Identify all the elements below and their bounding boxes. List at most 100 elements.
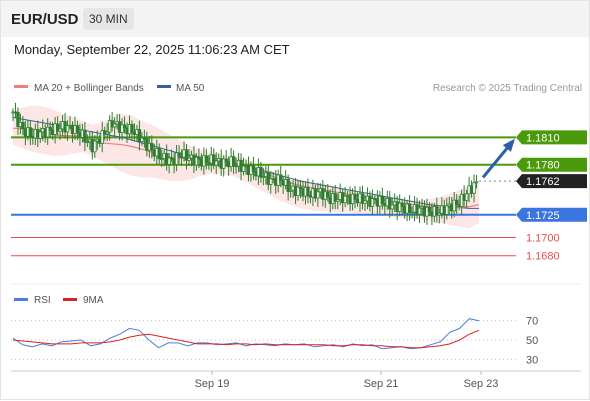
candle-body xyxy=(214,160,218,166)
candle-body xyxy=(83,129,87,143)
candle-body xyxy=(445,205,449,215)
candle-body xyxy=(410,211,414,214)
level-label: 1.1762 xyxy=(526,176,560,188)
candle-body xyxy=(204,155,209,163)
candle-body xyxy=(28,127,33,137)
candle-body xyxy=(427,206,432,213)
rsi-legend-label: RSI xyxy=(34,295,51,306)
candle-body xyxy=(336,199,340,202)
candle-body xyxy=(298,186,303,190)
level-label: 1.1780 xyxy=(526,160,560,172)
rsi-ma-line xyxy=(12,329,480,349)
candle-body xyxy=(400,202,404,207)
rsi-ma-legend-swatch xyxy=(63,298,77,301)
candle-body xyxy=(241,165,246,172)
candle-body xyxy=(130,124,134,133)
candle-body xyxy=(464,193,469,201)
rsi-legend-swatch xyxy=(14,298,28,301)
candle-body xyxy=(212,154,216,166)
candle-body xyxy=(390,204,394,210)
candle-body xyxy=(137,129,142,143)
candle-body xyxy=(177,152,181,157)
candle-body xyxy=(38,131,42,139)
time-tick-label: Sep 23 xyxy=(464,378,499,390)
level-tag-resistance xyxy=(516,130,587,145)
candle-body xyxy=(380,195,385,204)
level-label: 1.1680 xyxy=(526,251,560,263)
candle-body xyxy=(474,181,479,184)
candle-body xyxy=(259,167,263,178)
candle-body xyxy=(353,193,357,200)
candle-body xyxy=(360,193,365,204)
ma20-legend-swatch xyxy=(14,85,28,88)
ma50-legend-swatch xyxy=(157,85,171,88)
candle-body xyxy=(48,126,52,131)
credit-text: Research © 2025 Trading Central xyxy=(433,83,582,94)
candle-body xyxy=(184,149,189,161)
candle-body xyxy=(286,178,290,192)
candle-body xyxy=(221,158,226,169)
candle-body xyxy=(279,174,283,181)
candle-body xyxy=(93,140,97,153)
candle-body xyxy=(388,198,392,210)
time-tick-label: Sep 19 xyxy=(195,378,230,390)
candle-body xyxy=(306,186,310,197)
candle-body xyxy=(157,147,161,160)
timeframe-badge[interactable]: 30 MIN xyxy=(83,8,134,30)
candle-body xyxy=(112,123,117,128)
level-tag-resistance xyxy=(516,157,587,172)
candle-body xyxy=(397,202,402,212)
price-panel: 1.1810 1.1780 1.1762 1.1725 1.1700 1.1680 xyxy=(11,102,587,263)
candle-body xyxy=(21,122,25,130)
level-label: 1.1700 xyxy=(526,233,560,245)
candle-body xyxy=(46,126,50,138)
candle-body xyxy=(122,124,127,129)
timestamp: Monday, September 22, 2025 11:06:23 AM C… xyxy=(14,42,290,57)
candle-body xyxy=(231,156,236,167)
candle-body xyxy=(417,207,422,215)
time-tick-label: Sep 21 xyxy=(364,378,399,390)
candle-body xyxy=(167,157,171,165)
candle-body xyxy=(296,186,300,196)
candle-body xyxy=(197,156,201,160)
candle-body xyxy=(435,206,439,216)
candle-body xyxy=(288,189,293,192)
symbol-title: EUR/USD xyxy=(11,11,79,28)
candle-body xyxy=(437,212,442,216)
candle-body xyxy=(140,137,144,143)
ma50-legend-label: MA 50 xyxy=(176,83,205,94)
time-axis: Sep 19 Sep 21 Sep 23 xyxy=(195,371,499,390)
rsi-panel: 70 50 30 xyxy=(11,316,538,366)
level-tag-current xyxy=(516,174,587,189)
candle-body xyxy=(55,123,60,132)
candle-body xyxy=(269,178,273,185)
candle-body xyxy=(363,200,367,204)
candle-body xyxy=(326,191,330,198)
candle-body xyxy=(452,199,456,212)
candle-body xyxy=(472,182,476,194)
candle-body xyxy=(261,176,266,178)
candle-body xyxy=(160,158,164,161)
candle-body xyxy=(454,199,459,206)
rsi-tick-label: 30 xyxy=(526,354,538,366)
candle-body xyxy=(316,191,320,199)
candle-body xyxy=(194,156,199,166)
level-label: 1.1725 xyxy=(526,210,560,222)
candle-body xyxy=(251,165,256,172)
level-label: 1.1810 xyxy=(526,132,560,144)
candle-body xyxy=(343,195,347,204)
candles xyxy=(11,102,479,226)
candle-body xyxy=(105,131,109,135)
candle-body xyxy=(58,128,62,132)
projection-arrow-head xyxy=(502,138,515,152)
candle-body xyxy=(370,198,375,207)
rsi-tick-label: 50 xyxy=(526,335,538,347)
candle-body xyxy=(187,157,191,161)
candle-body xyxy=(407,203,412,213)
rsi-tick-label: 70 xyxy=(526,316,538,328)
rsi-ma-legend-label: 9MA xyxy=(83,295,104,306)
candle-body xyxy=(224,158,228,163)
candle-body xyxy=(333,193,337,202)
